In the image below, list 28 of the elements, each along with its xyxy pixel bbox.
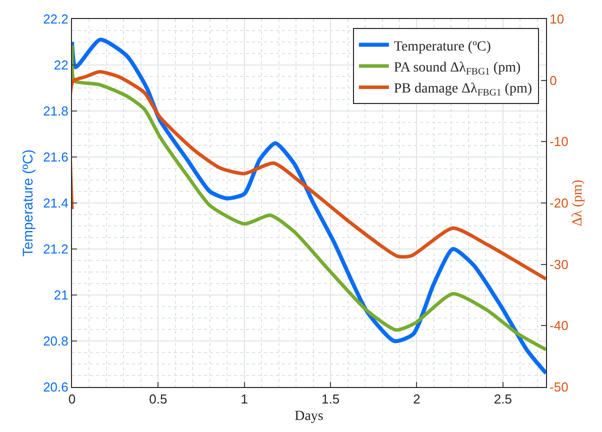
x-axis-title: Days <box>294 408 324 424</box>
legend-label: PB damage Δλ$_{FBG1}$ (pm) <box>394 82 532 99</box>
x-tick-label: 2 <box>413 392 420 407</box>
y2-tick-label: -30 <box>550 256 568 272</box>
x-tick-label: 1.5 <box>322 392 340 407</box>
y-tick-label: 21.8 <box>43 104 68 119</box>
y-tick-label: 20.6 <box>43 380 68 395</box>
y2-tick-label: -50 <box>550 380 568 395</box>
y2-tick-label: 0 <box>550 72 557 88</box>
y-tick-label: 21.4 <box>43 196 68 211</box>
y-tick-label: 22 <box>54 58 68 73</box>
y2-tick-label: 10 <box>550 12 564 27</box>
y-tick-label: 20.8 <box>43 334 68 349</box>
y2-tick-label: -40 <box>550 318 568 334</box>
y-tick-label: 21 <box>54 288 68 303</box>
legend-label: PA sound Δλ$_{FBG1}$ (pm) <box>394 60 521 78</box>
x-tick-label: 1 <box>240 392 248 407</box>
legend-label: Temperature (ºC) <box>394 39 492 54</box>
y2-tick-label: -20 <box>550 196 568 211</box>
x-tick-label: 2.5 <box>494 392 512 407</box>
x-tick-label: 0 <box>68 392 76 407</box>
y-tick-label: 21.2 <box>43 242 68 257</box>
y-axis-title: Temperature (ºC) <box>20 149 36 257</box>
y2-tick-label: -10 <box>550 134 568 150</box>
y-tick-label: 22.2 <box>43 12 68 27</box>
x-tick-label: 0.5 <box>149 392 168 407</box>
y2-axis-title: Δλ (pm) <box>570 179 586 226</box>
y-tick-label: 21.6 <box>43 150 68 165</box>
